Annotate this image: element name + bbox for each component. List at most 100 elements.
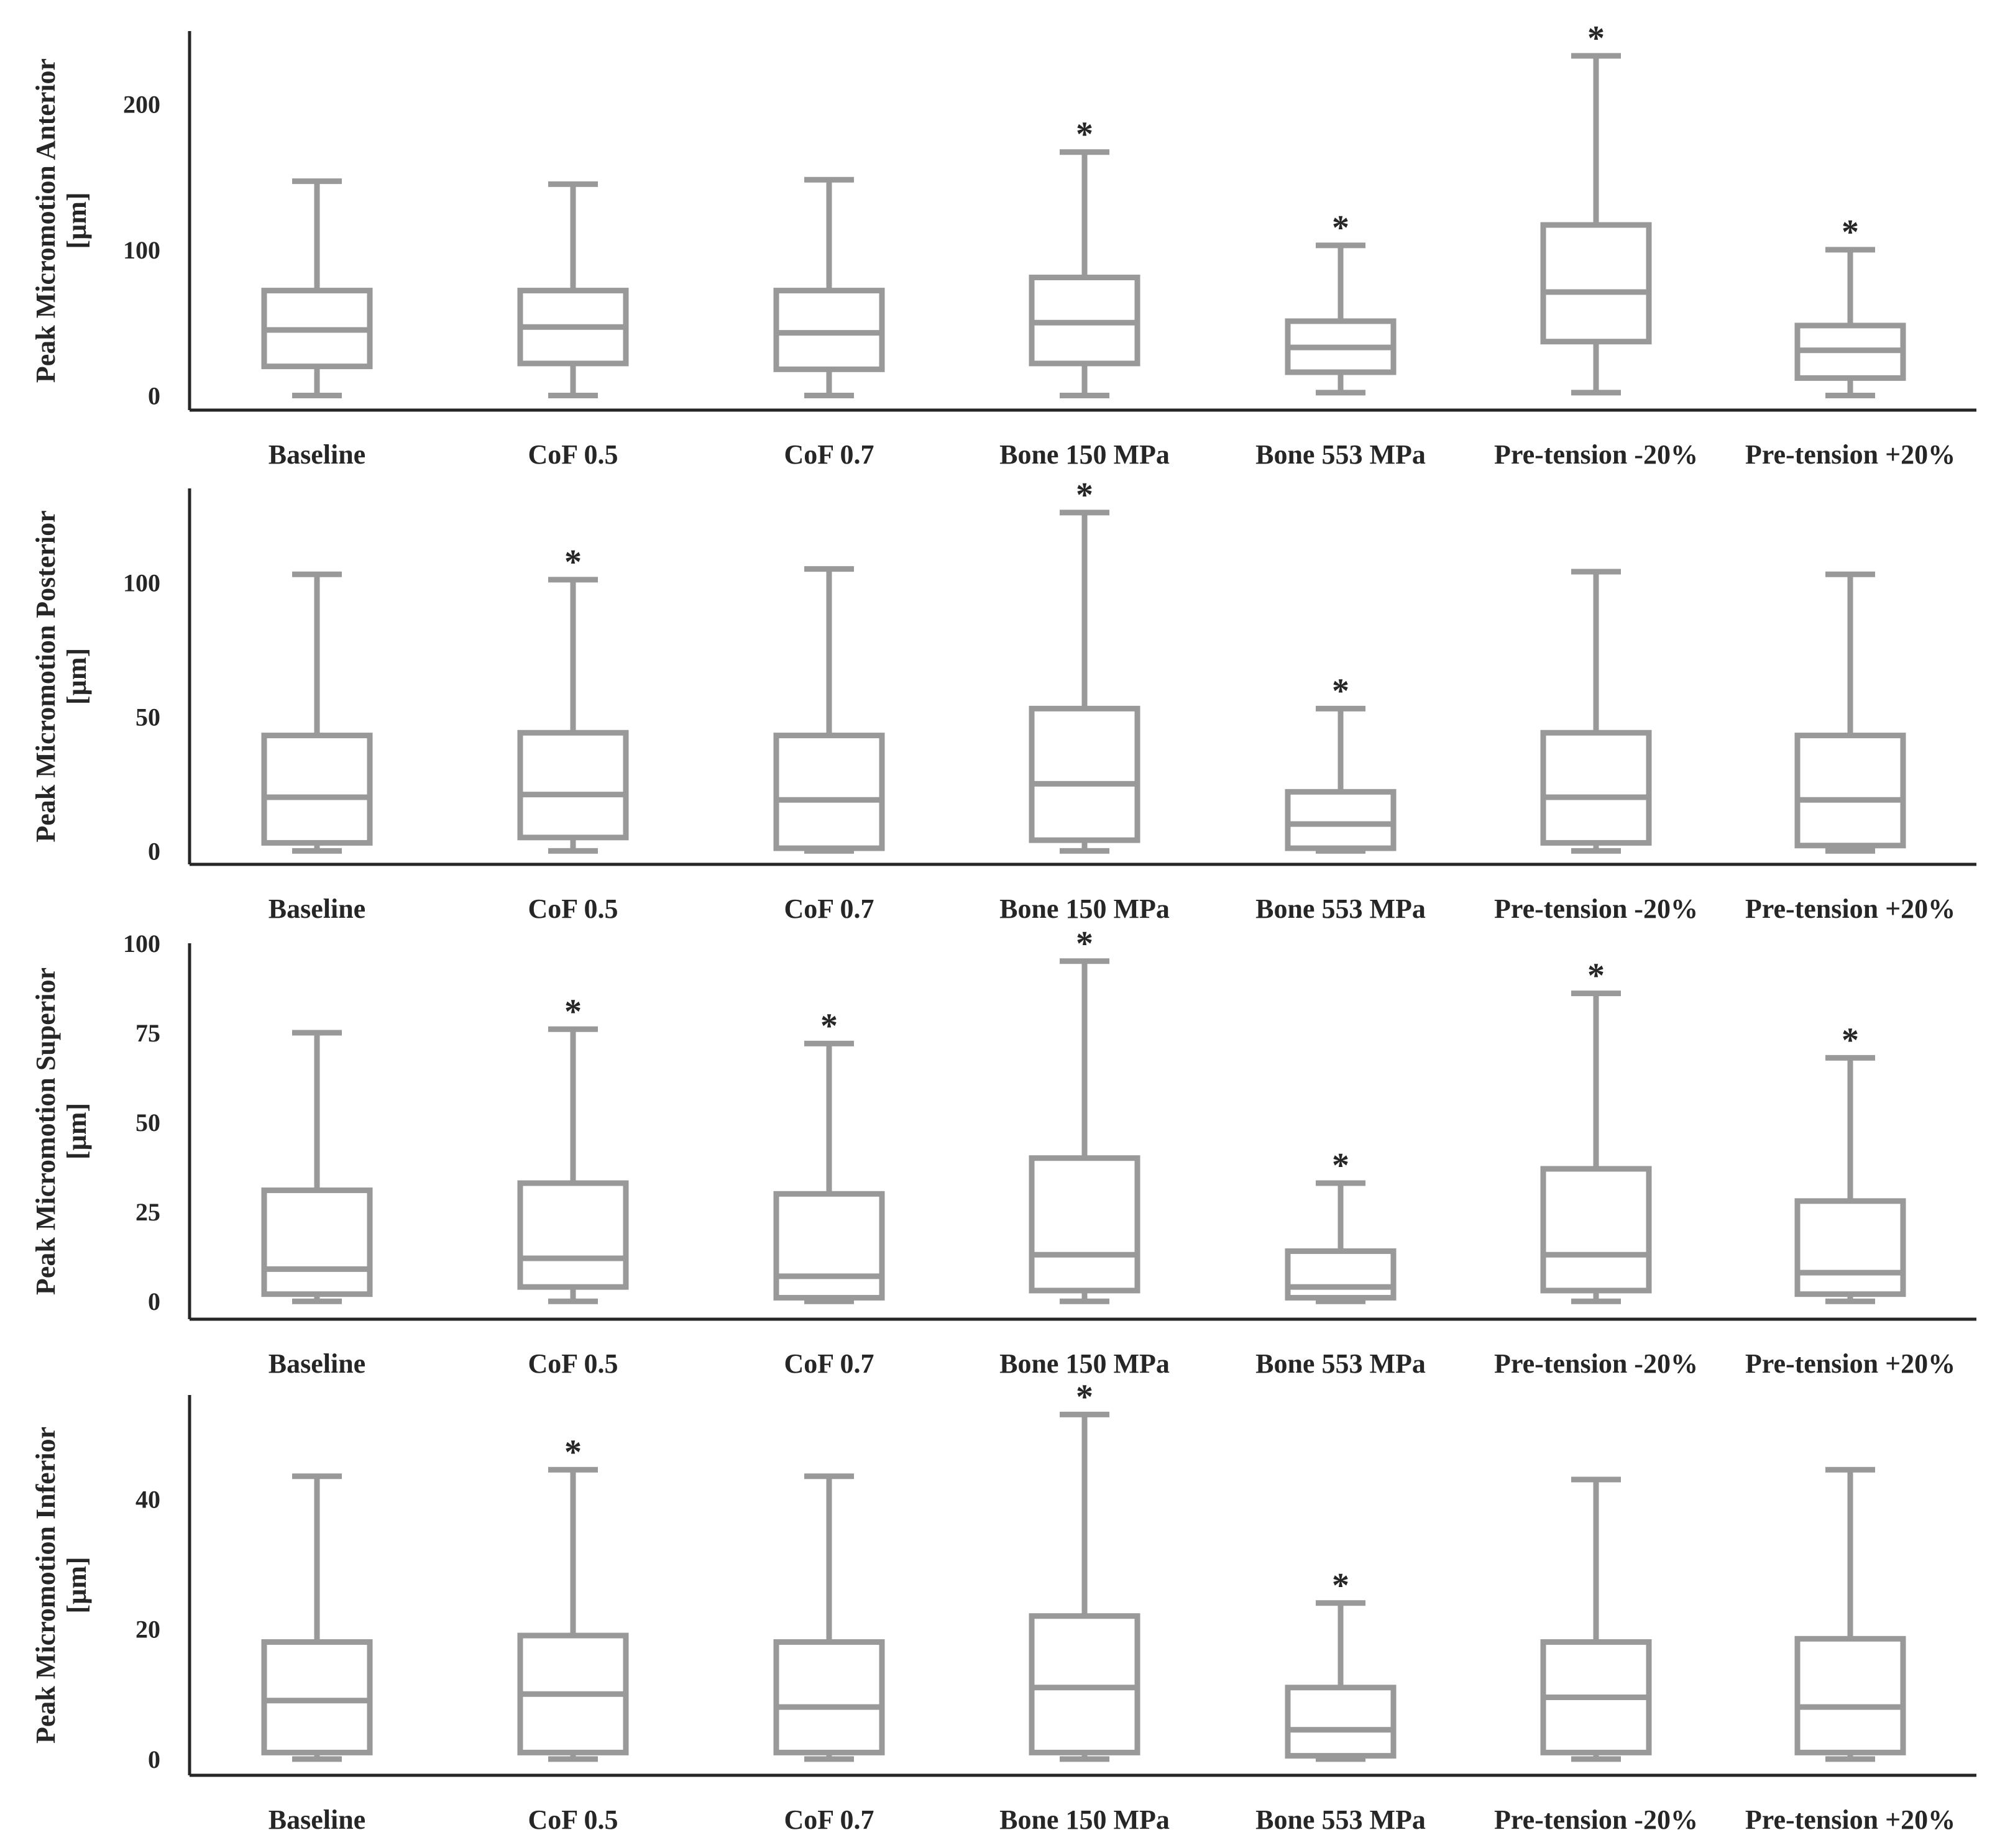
box-4: * <box>1029 1378 1140 1762</box>
panel-3: 0 25 50 75 100 Peak Micromotion Superior [µm] *… <box>30 925 1976 1379</box>
significance-marker: * <box>564 992 582 1031</box>
x-category-label: Pre-tension -20% <box>1494 894 1698 924</box>
panel-4: 0 20 40 Peak Micromotion Inferior [µm] * * * Bas… <box>30 1378 1976 1835</box>
iqr-box <box>773 1639 885 1755</box>
significance-marker: * <box>1332 672 1349 710</box>
y-tick-label: 0 <box>148 1288 160 1315</box>
y-tick-label: 20 <box>135 1616 160 1644</box>
box-3 <box>773 1473 885 1762</box>
significance-marker: * <box>1332 1146 1349 1185</box>
box-6 <box>1540 569 1652 854</box>
x-category-label: Pre-tension -20% <box>1494 1805 1698 1835</box>
box-6 <box>1540 1476 1652 1762</box>
iqr-box <box>1794 733 1906 849</box>
box-5: * <box>1285 1146 1397 1304</box>
y-tick-label: 0 <box>148 837 160 865</box>
significance-marker: * <box>1587 19 1605 58</box>
y-tick-label: 50 <box>135 1109 160 1137</box>
iqr-box <box>1029 1155 1140 1294</box>
box-6: * <box>1540 19 1652 396</box>
significance-marker: * <box>1842 213 1859 252</box>
box-5: * <box>1285 1567 1397 1762</box>
box-4: * <box>1029 476 1140 854</box>
y-axis-title: Peak Micromotion Superior <box>30 967 61 1295</box>
x-category-label: Bone 553 MPa <box>1255 439 1426 470</box>
iqr-box <box>1285 1248 1397 1301</box>
significance-marker: * <box>1332 209 1349 247</box>
box-4: * <box>1029 925 1140 1304</box>
x-category-label: Bone 150 MPa <box>999 894 1170 924</box>
y-tick-label: 40 <box>135 1485 160 1513</box>
y-tick-label: 50 <box>135 703 160 731</box>
x-category-label: CoF 0.5 <box>528 894 618 924</box>
y-tick-label: 25 <box>135 1198 160 1226</box>
iqr-box <box>1540 1166 1652 1294</box>
iqr-box <box>1285 789 1397 851</box>
box-6: * <box>1540 957 1652 1304</box>
x-category-label: Baseline <box>268 894 365 924</box>
box-3 <box>773 176 885 399</box>
panel-1: 0 100 200 Peak Micromotion Anterior [µm] * * * *… <box>30 19 1976 470</box>
box-7 <box>1794 571 1906 854</box>
x-category-label: Bone 150 MPa <box>999 1805 1170 1835</box>
iqr-box <box>1029 1613 1140 1755</box>
y-axis-unit: [µm] <box>62 1557 92 1613</box>
y-axis-unit: [µm] <box>62 1103 92 1160</box>
y-tick-label: 100 <box>123 236 160 264</box>
box-5: * <box>1285 209 1397 396</box>
iqr-box <box>1285 1685 1397 1759</box>
x-category-label: CoF 0.5 <box>528 439 618 470</box>
box-3 <box>773 566 885 854</box>
box-1 <box>261 178 373 399</box>
significance-marker: * <box>564 543 582 582</box>
x-category-label: CoF 0.7 <box>784 439 874 470</box>
significance-marker: * <box>1842 1021 1859 1059</box>
y-tick-label: 0 <box>148 382 160 410</box>
x-category-label: CoF 0.7 <box>784 1805 874 1835</box>
x-category-label: Pre-tension +20% <box>1745 1805 1955 1835</box>
iqr-box <box>1029 705 1140 843</box>
significance-marker: * <box>1076 1378 1093 1416</box>
x-category-label: Pre-tension -20% <box>1494 1348 1698 1379</box>
iqr-box <box>1540 730 1652 846</box>
box-1 <box>261 1030 373 1304</box>
x-category-label: Bone 150 MPa <box>999 1348 1170 1379</box>
box-2 <box>517 181 629 399</box>
x-category-label: Pre-tension -20% <box>1494 439 1698 470</box>
iqr-box <box>261 1639 373 1755</box>
box-2: * <box>517 1433 629 1762</box>
iqr-box <box>773 1191 885 1301</box>
box-7: * <box>1794 1021 1906 1304</box>
box-2: * <box>517 543 629 854</box>
y-axis-unit: [µm] <box>62 648 92 705</box>
iqr-box <box>1540 222 1652 345</box>
box-7 <box>1794 1466 1906 1762</box>
x-category-label: Pre-tension +20% <box>1745 1348 1955 1379</box>
x-category-label: Bone 553 MPa <box>1255 1348 1426 1379</box>
significance-marker: * <box>1587 957 1605 995</box>
significance-marker: * <box>1076 476 1093 515</box>
iqr-box <box>1794 1635 1906 1755</box>
x-category-label: Baseline <box>268 439 365 470</box>
y-tick-label: 200 <box>123 90 160 118</box>
box-1 <box>261 1473 373 1762</box>
significance-marker: * <box>564 1433 582 1471</box>
x-category-label: CoF 0.5 <box>528 1805 618 1835</box>
box-3: * <box>773 1007 885 1304</box>
box-4: * <box>1029 116 1140 399</box>
iqr-box <box>1794 1198 1906 1297</box>
y-axis-unit: [µm] <box>62 192 92 249</box>
x-category-label: Bone 553 MPa <box>1255 894 1426 924</box>
iqr-box <box>773 288 885 372</box>
x-category-label: CoF 0.5 <box>528 1348 618 1379</box>
x-category-label: CoF 0.7 <box>784 894 874 924</box>
y-tick-label: 100 <box>123 569 160 597</box>
significance-marker: * <box>820 1007 838 1045</box>
box-1 <box>261 571 373 854</box>
x-category-label: Pre-tension +20% <box>1745 439 1955 470</box>
iqr-box <box>773 733 885 851</box>
y-axis-title: Peak Micromotion Inferior <box>30 1427 61 1744</box>
y-axis-title: Peak Micromotion Anterior <box>30 58 61 383</box>
iqr-box <box>261 1187 373 1297</box>
